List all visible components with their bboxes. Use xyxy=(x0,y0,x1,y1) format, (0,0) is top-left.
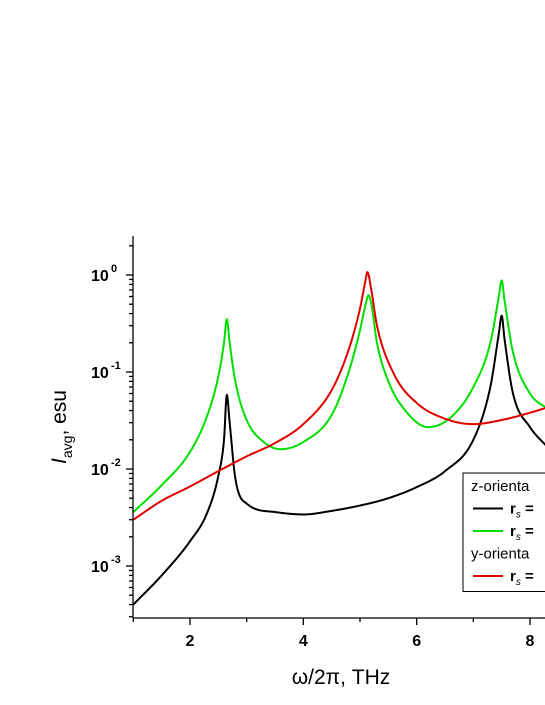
series-black xyxy=(133,314,545,606)
x-axis-title: ω/2π, THz xyxy=(292,666,391,689)
legend-header: z-orienta xyxy=(471,478,530,495)
legend-header: y-orienta xyxy=(471,546,530,563)
y-tick-label: 10 -1 xyxy=(91,360,121,382)
y-tick-base: 10 xyxy=(91,268,109,285)
y-axis-title: Iavg, esu xyxy=(48,390,75,464)
y-tick-exponent: 0 xyxy=(111,263,117,275)
y-tick-base: 10 xyxy=(91,365,109,382)
y-tick-label: 10 0 xyxy=(91,263,117,285)
y-tick-base: 10 xyxy=(91,559,109,576)
legend-entry: rs = xyxy=(510,568,534,588)
x-tick-label: 8 xyxy=(526,633,535,650)
legend-box xyxy=(462,472,545,592)
series-red xyxy=(133,271,545,521)
legend-entry: rs = xyxy=(510,523,534,543)
y-axis-unit: , esu xyxy=(48,390,71,436)
x-tick-label: 2 xyxy=(186,633,195,650)
svg-text:Iavg, esu: Iavg, esu xyxy=(48,390,75,464)
y-tick-label: 10 -2 xyxy=(91,457,121,479)
y-tick-exponent: -1 xyxy=(111,360,121,372)
y-tick-exponent: -3 xyxy=(111,554,121,566)
legend-entry: rs = xyxy=(510,501,534,521)
y-axis-symbol: I xyxy=(48,458,71,464)
series-layer xyxy=(133,271,545,606)
x-tick-label: 6 xyxy=(412,633,421,650)
y-tick-exponent: -2 xyxy=(111,457,121,469)
y-tick-base: 10 xyxy=(91,462,109,479)
x-tick-label: 4 xyxy=(299,633,308,650)
y-axis-subscript: avg xyxy=(59,436,75,459)
y-tick-label: 10 -3 xyxy=(91,554,121,576)
series-green xyxy=(133,279,545,513)
